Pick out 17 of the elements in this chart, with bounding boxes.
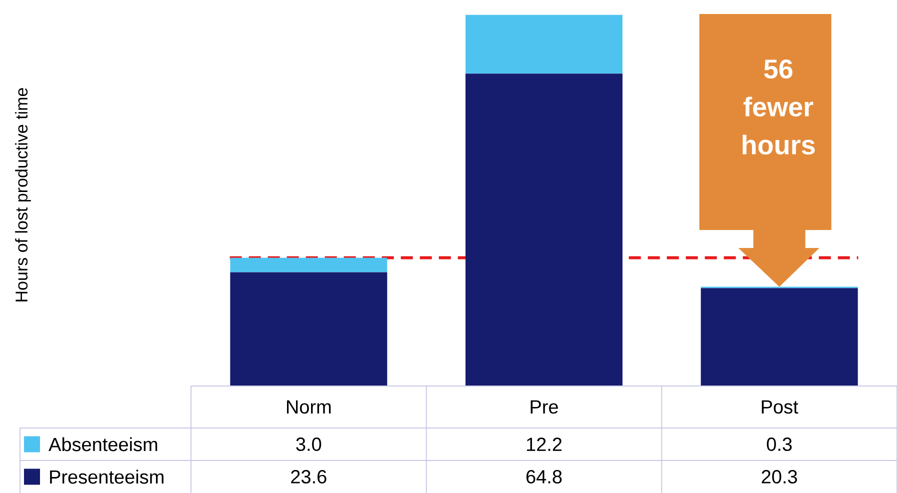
bar (466, 14, 623, 74)
x-tick-label: Norm (287, 400, 331, 414)
data-label: 0.3 (766, 438, 792, 451)
text: Hours of lost productive time (15, 88, 31, 302)
x-tick-label: Post (762, 400, 798, 414)
bar (230, 272, 388, 386)
legend-label: Presenteeism (50, 470, 164, 484)
annotation: 56 fewer hours (742, 59, 815, 155)
data-label: 20.3 (762, 470, 797, 484)
data-label: 64.8 (526, 470, 562, 484)
data-label: 3.0 (296, 438, 322, 451)
x-tick-label: Pre (530, 400, 558, 414)
data-label: 23.6 (291, 470, 326, 484)
data-label: 12.2 (526, 438, 562, 451)
bar (466, 74, 623, 386)
bar (230, 258, 388, 272)
legend-label: Absenteeism (48, 437, 158, 452)
